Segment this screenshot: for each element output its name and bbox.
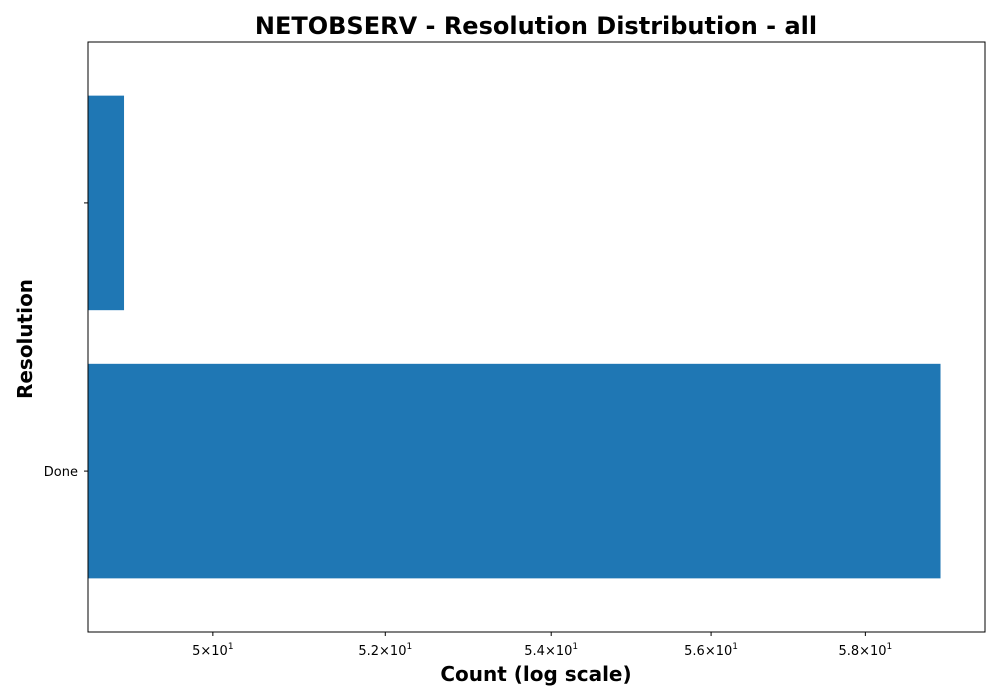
x-tick-label: 5.6×101 (684, 642, 738, 659)
y-tick-label: Done (44, 465, 78, 480)
plot-border (87, 41, 986, 633)
chart-title: NETOBSERV - Resolution Distribution - al… (255, 12, 817, 40)
bars-layer (88, 95, 941, 579)
x-tick-label: 5×101 (192, 642, 233, 659)
x-tick-label: 5.2×101 (358, 642, 412, 659)
x-ticks-layer: 5×101 5.2×101 5.4×101 5.6×101 5.8×101 (192, 632, 892, 659)
x-tick-label: 5.8×101 (838, 642, 892, 659)
y-axis-label: Resolution (13, 279, 37, 399)
y-ticks-layer: Done (44, 202, 88, 480)
x-tick-label: 5.4×101 (524, 642, 578, 659)
bar-done (88, 363, 941, 579)
x-axis-label: Count (log scale) (440, 662, 631, 686)
bar-unlabeled (88, 95, 125, 311)
